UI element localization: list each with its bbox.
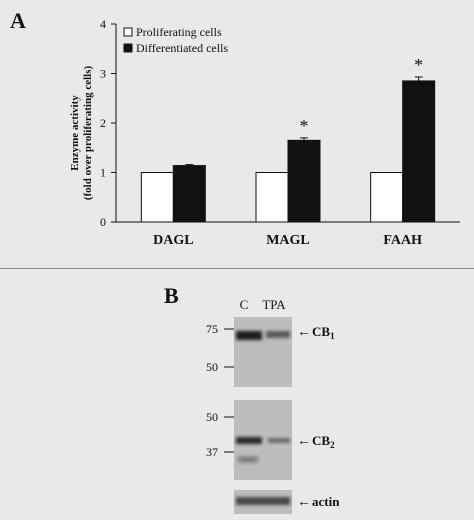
- bar-magl-proliferating: [255, 172, 289, 223]
- band-cb1-tpa: [266, 331, 290, 338]
- blot-cb2: 50 37 ← CB2: [206, 400, 335, 480]
- legend-swatch: [123, 43, 133, 53]
- label-cb2: CB2: [312, 433, 335, 450]
- western-blot-panel-b: B C TPA 75 50 ← CB1 50 37 ← CB2: [0, 269, 474, 520]
- legend-swatch: [123, 27, 133, 37]
- band-cb2-control: [236, 437, 262, 444]
- x-category-label: FAAH: [383, 233, 422, 248]
- y-ticks: 0 1 2 3 4: [100, 17, 116, 229]
- label-actin: actin: [312, 494, 340, 509]
- membrane-cb1: [234, 317, 292, 387]
- bar-magl-differentiated: [287, 139, 321, 223]
- band-cb2-tpa: [268, 438, 290, 443]
- band-cb1-control: [236, 331, 262, 340]
- bar-dagl-differentiated: [172, 165, 206, 223]
- lane-label-c: C: [240, 297, 249, 312]
- panel-divider: [0, 268, 474, 269]
- y-axis-title: Enzyme activity(fold over proliferating …: [69, 66, 94, 201]
- y-tick-label: 0: [100, 215, 106, 229]
- legend-label: Proliferating cells: [136, 25, 222, 39]
- bar-chart: A Enzyme activity(fold over proliferatin…: [10, 8, 460, 248]
- y-tick-label: 3: [100, 67, 106, 81]
- bar-faah-differentiated: [402, 80, 436, 223]
- arrow-cb2: ←: [297, 434, 311, 449]
- y-tick-label: 2: [100, 116, 106, 130]
- x-category-label: DAGL: [153, 233, 193, 248]
- band-cb2-lower: [238, 457, 258, 462]
- panel-label-b: B: [164, 283, 179, 308]
- y-axis-title-line: Enzyme activity: [69, 95, 81, 171]
- marker-50b: 50: [206, 410, 218, 424]
- y-axis-label: Enzyme activity(fold over proliferating …: [69, 66, 94, 201]
- western-blot: B C TPA 75 50 ← CB1 50 37 ← CB2: [164, 283, 340, 514]
- x-category-label: MAGL: [266, 233, 310, 248]
- arrow-actin: ←: [297, 495, 311, 510]
- label-cb1: CB1: [312, 324, 335, 341]
- significance-marker: *: [414, 55, 423, 75]
- blot-cb1: 75 50 ← CB1: [206, 317, 335, 387]
- y-tick-label: 1: [100, 166, 106, 180]
- marker-50a: 50: [206, 360, 218, 374]
- arrow-cb1: ←: [297, 325, 311, 340]
- bar-faah-proliferating: [370, 172, 404, 223]
- bars: **: [140, 55, 436, 223]
- lane-label-tpa: TPA: [262, 297, 286, 312]
- bar-dagl-proliferating: [140, 172, 174, 223]
- significance-marker: *: [300, 116, 309, 136]
- panel-label-a: A: [10, 8, 26, 33]
- y-axis-title-line: (fold over proliferating cells): [82, 66, 94, 201]
- x-categories: DAGL MAGL FAAH: [153, 233, 422, 248]
- legend: Proliferating cells Differentiated cells: [123, 25, 228, 55]
- marker-75: 75: [206, 322, 218, 336]
- blot-actin: ← actin: [234, 490, 340, 514]
- band-actin: [236, 497, 290, 505]
- y-tick-label: 4: [100, 17, 106, 31]
- legend-label: Differentiated cells: [136, 41, 228, 55]
- marker-37: 37: [206, 445, 218, 459]
- chart-panel-a: A Enzyme activity(fold over proliferatin…: [10, 8, 460, 248]
